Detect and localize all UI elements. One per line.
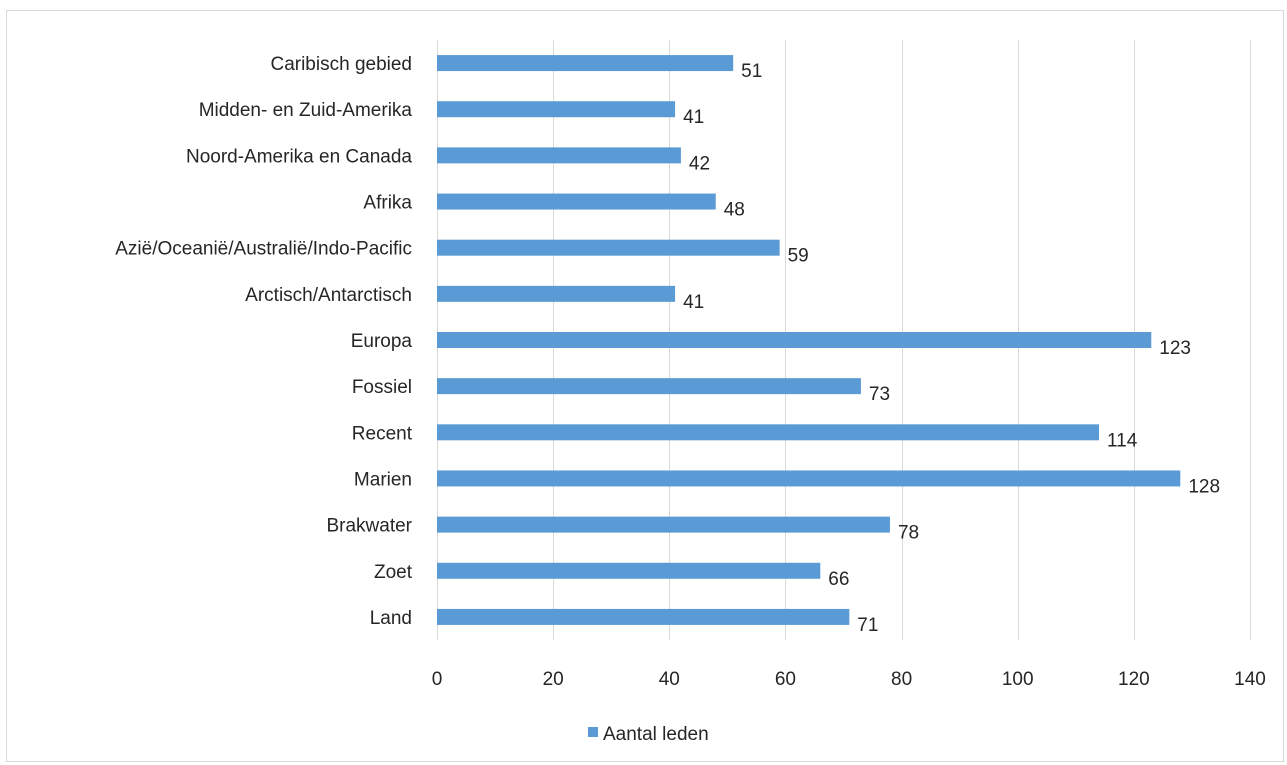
- data-label: 71: [857, 615, 878, 636]
- category-label: Noord-Amerika en Canada: [186, 146, 412, 167]
- data-label: 41: [683, 107, 704, 128]
- bar: [437, 193, 716, 210]
- data-label: 41: [683, 292, 704, 313]
- data-label: 73: [869, 384, 890, 405]
- data-label: 42: [689, 153, 710, 174]
- x-tick-label: 100: [1002, 669, 1034, 690]
- x-tick-label: 120: [1118, 669, 1150, 690]
- category-label: Midden- en Zuid-Amerika: [199, 100, 413, 121]
- bar: [437, 516, 890, 533]
- category-label: Azië/Oceanië/Australië/Indo-Pacific: [115, 239, 412, 260]
- data-label: 66: [828, 569, 849, 590]
- category-label: Afrika: [363, 193, 412, 214]
- bar: [437, 147, 681, 164]
- x-tick-label: 60: [775, 669, 796, 690]
- category-label: Brakwater: [326, 516, 412, 537]
- bar: [437, 470, 1181, 487]
- category-label: Europa: [351, 331, 413, 352]
- category-label: Land: [370, 608, 412, 629]
- legend-swatch: [588, 727, 598, 737]
- bar: [437, 378, 861, 395]
- category-label: Caribisch gebied: [270, 54, 412, 75]
- x-tick-label: 40: [659, 669, 680, 690]
- bar: [437, 285, 676, 302]
- category-label: Zoet: [374, 562, 413, 583]
- x-tick-label: 0: [432, 669, 443, 690]
- bar: [437, 332, 1152, 348]
- category-label: Marien: [354, 469, 412, 490]
- data-label: 128: [1188, 476, 1220, 497]
- data-label: 48: [724, 200, 745, 221]
- data-labels: 51 41 42 48 59 41 123 73 114 128 78 66 71: [683, 61, 1220, 636]
- x-tick-label: 20: [543, 669, 564, 690]
- x-tick-label: 140: [1234, 669, 1266, 690]
- x-axis-tick-labels: 0 20 40 60 80 100 120 140: [432, 669, 1266, 690]
- data-label: 59: [788, 246, 809, 267]
- bar: [437, 562, 821, 579]
- category-labels: Caribisch gebied Midden- en Zuid-Amerika N…: [115, 54, 412, 629]
- bar: [437, 608, 850, 625]
- category-label: Recent: [352, 423, 413, 444]
- legend-label: Aantal leden: [603, 724, 709, 745]
- bar: [437, 101, 676, 118]
- legend: Aantal leden: [588, 724, 709, 745]
- data-label: 78: [898, 523, 919, 544]
- category-label: Fossiel: [352, 377, 412, 398]
- bar: [437, 239, 780, 256]
- x-tick-label: 80: [891, 669, 912, 690]
- data-label: 114: [1107, 430, 1138, 451]
- data-label: 123: [1159, 338, 1191, 359]
- bars: [437, 55, 1181, 625]
- data-label: 51: [741, 61, 762, 82]
- category-label: Arctisch/Antarctisch: [245, 285, 412, 306]
- bar: [437, 55, 734, 72]
- bar: [437, 424, 1100, 441]
